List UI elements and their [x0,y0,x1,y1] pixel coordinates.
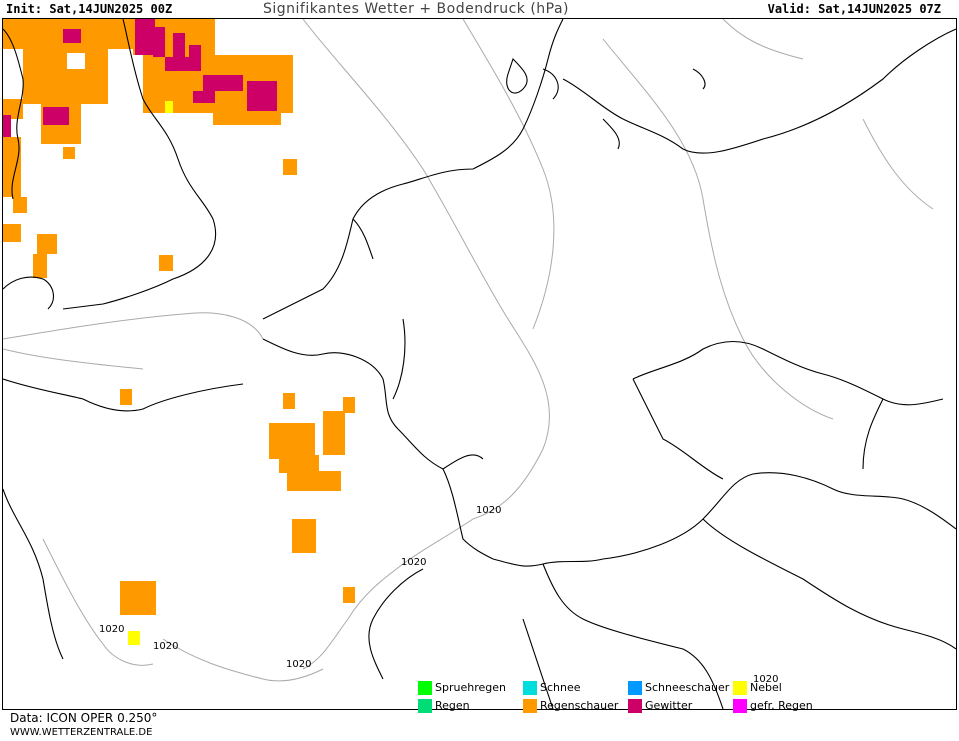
legend-swatch [418,681,432,695]
isobar-labels: 1020 1020 1020 1020 1020 1020 [99,505,778,685]
legend-swatch [523,681,537,695]
legend-swatch [523,699,537,713]
isobar-label: 1020 [401,557,426,568]
isobar-label: 1020 [476,505,501,516]
legend-label: Schnee [540,681,581,694]
isobar-label: 1020 [286,659,311,670]
site-url[interactable]: WWW.WETTERZENTRALE.DE [10,727,153,738]
legend-label: Spruehregen [435,681,506,694]
legend-label: Regen [435,699,470,712]
legend-label: Gewitter [645,699,693,712]
legend-label: gefr. Regen [750,699,813,712]
isobars [3,19,934,682]
legend-swatch [418,699,432,713]
white-gaps [67,53,85,69]
data-source: Data: ICON OPER 0.250° [10,711,158,725]
isobar-label: 1020 [753,674,778,685]
coastlines-borders [3,19,956,709]
valid-time: Valid: Sat,14JUN2025 07Z [767,2,941,16]
legend-swatch [628,681,642,695]
weather-map[interactable]: 1020 1020 1020 1020 1020 1020 [2,18,957,710]
legend-label: Schneeschauer [645,681,730,694]
map-title: Signifikantes Wetter + Bodendruck (hPa) [263,1,570,17]
precip-gewitter [3,19,277,137]
fog-nebel [128,101,173,645]
legend-swatch [628,699,642,713]
legend-label: Nebel [750,681,782,694]
legend-swatch [733,699,747,713]
isobar-label: 1020 [153,641,178,652]
isobar-label: 1020 [99,624,124,635]
legend-swatch [733,681,747,695]
init-time: Init: Sat,14JUN2025 00Z [6,2,173,16]
legend-label: Regenschauer [540,699,619,712]
